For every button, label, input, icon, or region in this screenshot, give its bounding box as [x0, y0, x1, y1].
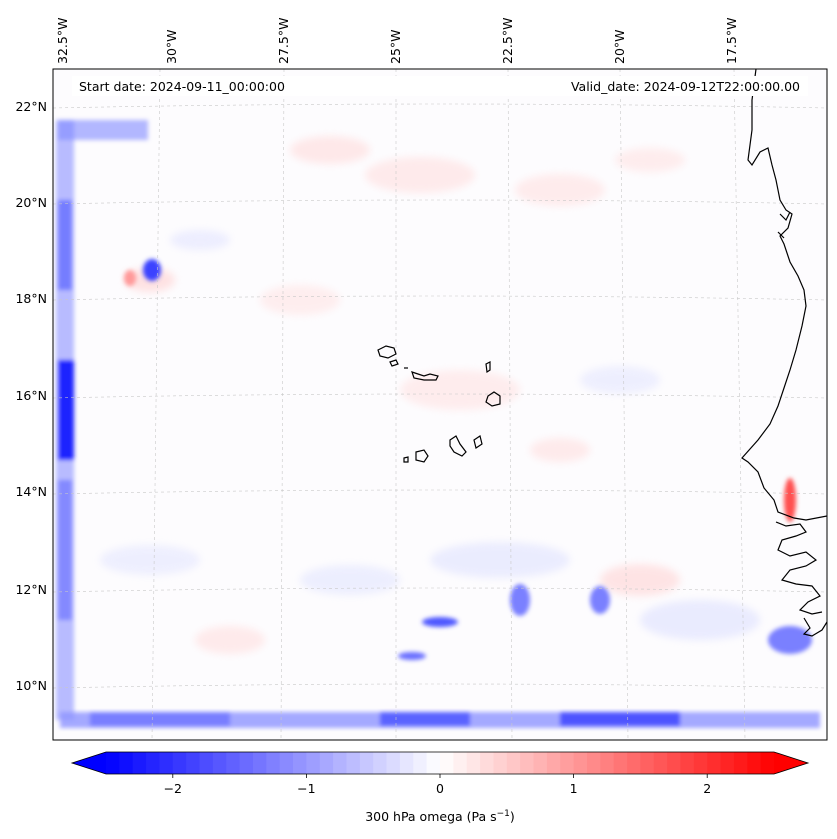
- colorbar-segment: [280, 752, 294, 774]
- colorbar-segment: [413, 752, 427, 774]
- colorbar-segment: [547, 752, 561, 774]
- lat-label: 14°N: [15, 484, 47, 499]
- colorbar: −2 −1 0 1 2 300 hPa omega (Pa s−1): [72, 752, 808, 824]
- colorbar-tick-label: 2: [703, 781, 711, 796]
- colorbar-segment: [667, 752, 681, 774]
- lat-label: 18°N: [15, 291, 47, 306]
- colorbar-segment: [133, 752, 147, 774]
- valid-date-label: Valid_date: 2024-09-12T22:00:00.00: [571, 79, 800, 94]
- lat-label: 10°N: [15, 678, 47, 693]
- colorbar-segment: [600, 752, 614, 774]
- longitude-labels: 32.5°W 30°W 27.5°W 25°W 22.5°W 20°W 17.5…: [55, 18, 739, 64]
- lat-label: 20°N: [15, 195, 47, 210]
- colorbar-segment: [106, 752, 120, 774]
- colorbar-segment: [293, 752, 307, 774]
- colorbar-ticks: −2 −1 0 1 2: [164, 774, 712, 796]
- latitude-labels: 22°N 20°N 18°N 16°N 14°N 12°N 10°N: [15, 99, 47, 693]
- lon-label: 22.5°W: [500, 18, 515, 64]
- colorbar-segment: [453, 752, 467, 774]
- colorbar-segment: [587, 752, 601, 774]
- lat-label: 22°N: [15, 99, 47, 114]
- colorbar-segment: [654, 752, 668, 774]
- colorbar-extend-low: [72, 752, 106, 774]
- colorbar-segment: [574, 752, 588, 774]
- colorbar-segment: [507, 752, 521, 774]
- colorbar-segment: [480, 752, 494, 774]
- colorbar-label-sup: −1: [497, 809, 510, 819]
- colorbar-segment: [173, 752, 187, 774]
- colorbar-segment: [360, 752, 374, 774]
- colorbar-segment: [373, 752, 387, 774]
- colorbar-segment: [400, 752, 414, 774]
- colorbar-segment: [387, 752, 401, 774]
- colorbar-tick-label: 1: [570, 781, 578, 796]
- colorbar-segment: [240, 752, 254, 774]
- colorbar-segment: [306, 752, 320, 774]
- colorbar-tick-label: −2: [164, 781, 182, 796]
- colorbar-segment: [467, 752, 481, 774]
- colorbar-segment: [493, 752, 507, 774]
- colorbar-tick-label: −1: [297, 781, 315, 796]
- colorbar-segment: [761, 752, 775, 774]
- lon-label: 30°W: [164, 29, 179, 64]
- lat-label: 16°N: [15, 388, 47, 403]
- colorbar-segment: [707, 752, 721, 774]
- colorbar-segment: [640, 752, 654, 774]
- colorbar-segment: [427, 752, 441, 774]
- colorbar-segment: [346, 752, 360, 774]
- lon-label: 32.5°W: [55, 18, 70, 64]
- map-panel: Start date: 2024-09-11_00:00:00 Valid_da…: [53, 69, 827, 740]
- colorbar-segment: [320, 752, 334, 774]
- lon-label: 25°W: [388, 29, 403, 64]
- colorbar-segment: [694, 752, 708, 774]
- colorbar-segment: [186, 752, 200, 774]
- colorbar-segment: [680, 752, 694, 774]
- lon-label: 20°W: [612, 29, 627, 64]
- colorbar-extend-high: [774, 752, 808, 774]
- colorbar-segment: [440, 752, 454, 774]
- lat-label: 12°N: [15, 582, 47, 597]
- colorbar-segment: [146, 752, 160, 774]
- colorbar-segment: [614, 752, 628, 774]
- colorbar-segment: [560, 752, 574, 774]
- lon-label: 27.5°W: [276, 18, 291, 64]
- colorbar-segment: [721, 752, 735, 774]
- colorbar-segment: [266, 752, 280, 774]
- colorbar-segment: [747, 752, 761, 774]
- colorbar-segment: [627, 752, 641, 774]
- colorbar-segment: [119, 752, 133, 774]
- colorbar-label-text: 300 hPa omega (Pa s: [365, 809, 496, 824]
- colorbar-label-close: ): [510, 809, 515, 824]
- colorbar-segment: [520, 752, 534, 774]
- colorbar-segment: [333, 752, 347, 774]
- colorbar-segment: [159, 752, 173, 774]
- colorbar-segment: [213, 752, 227, 774]
- colorbar-segment: [253, 752, 267, 774]
- colorbar-segment: [200, 752, 214, 774]
- colorbar-segment: [534, 752, 548, 774]
- map-figure: Start date: 2024-09-11_00:00:00 Valid_da…: [0, 0, 837, 839]
- colorbar-segment: [734, 752, 748, 774]
- start-date-label: Start date: 2024-09-11_00:00:00: [79, 79, 285, 94]
- colorbar-tick-label: 0: [436, 781, 444, 796]
- colorbar-segment: [226, 752, 240, 774]
- colorbar-segments: [72, 752, 808, 774]
- lon-label: 17.5°W: [724, 18, 739, 64]
- colorbar-label: 300 hPa omega (Pa s−1): [365, 809, 515, 824]
